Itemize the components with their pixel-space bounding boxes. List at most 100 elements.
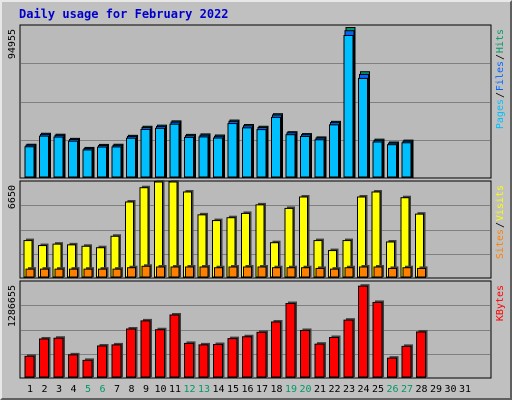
pages-bar xyxy=(271,116,281,178)
kbytes-bar xyxy=(155,329,165,378)
kbytes-bar xyxy=(314,343,325,378)
chart-title: Daily usage for February 2022 xyxy=(19,7,229,21)
day-label: 2 xyxy=(41,384,47,395)
y-max-label: 1286655 xyxy=(7,285,18,327)
y-max-label: 6650 xyxy=(7,185,18,209)
pages-bar xyxy=(198,136,209,178)
kbytes-bar xyxy=(387,357,397,378)
pages-bar xyxy=(256,129,267,178)
legend-kbytes: KBytes xyxy=(495,285,506,321)
day-label: 5 xyxy=(85,384,91,395)
day-label: 27 xyxy=(401,384,413,395)
day-label: 8 xyxy=(128,384,134,395)
visits-bar xyxy=(154,181,163,278)
pages-bar xyxy=(242,127,252,178)
sites-bar xyxy=(54,268,64,278)
day-label: 29 xyxy=(430,384,442,395)
pages-bar xyxy=(184,136,194,178)
pages-bar xyxy=(213,137,223,178)
visits-bar xyxy=(183,191,192,278)
pages-bar xyxy=(358,77,368,178)
sites-bar xyxy=(402,267,412,278)
pages-bar xyxy=(140,128,151,178)
day-label: 25 xyxy=(372,384,384,395)
kbytes-bar xyxy=(372,301,383,378)
day-label: 17 xyxy=(256,384,268,395)
kbytes-bar xyxy=(39,338,49,378)
pages-bar xyxy=(53,136,64,178)
pages-bar xyxy=(155,127,165,178)
day-label: 18 xyxy=(270,384,282,395)
day-label: 20 xyxy=(299,384,311,395)
kbytes-bar xyxy=(416,331,426,378)
day-label: 22 xyxy=(328,384,340,395)
sites-bar xyxy=(359,266,368,278)
visits-bar xyxy=(400,197,410,278)
sites-bar xyxy=(185,266,194,278)
legend-hits: Hits xyxy=(495,29,506,53)
sites-bar xyxy=(301,267,310,278)
sites-bar xyxy=(69,268,78,278)
day-label: 7 xyxy=(114,384,120,395)
sites-bar xyxy=(243,266,252,278)
kbytes-bar xyxy=(242,336,252,378)
sites-bar xyxy=(170,266,180,278)
sites-bar xyxy=(373,266,383,278)
sites-bar xyxy=(98,268,107,278)
pages-bar xyxy=(68,140,78,178)
kbytes-bar xyxy=(24,355,35,378)
sites-bar xyxy=(344,267,354,278)
kbytes-bar xyxy=(300,329,310,378)
pages-bar xyxy=(111,146,122,178)
legend-separator: / xyxy=(495,92,506,98)
kbytes-bar xyxy=(184,342,194,378)
pages-bar xyxy=(285,134,296,178)
pages-bar xyxy=(300,135,310,178)
day-label: 4 xyxy=(70,384,76,395)
pages-bar xyxy=(126,137,136,178)
day-label: 3 xyxy=(56,384,62,395)
legend-sites: Sites xyxy=(495,229,506,259)
sites-bar xyxy=(228,266,238,278)
sites-bar xyxy=(388,267,397,278)
kbytes-bar xyxy=(285,303,296,378)
sites-bar xyxy=(199,266,209,278)
kbytes-bar xyxy=(256,331,267,378)
sites-bar xyxy=(417,267,426,278)
pages-bar xyxy=(97,146,107,178)
legend-pages: Pages xyxy=(495,99,506,129)
pages-bar xyxy=(24,146,35,178)
kbytes-bar xyxy=(140,320,151,378)
kbytes-bar xyxy=(126,328,136,378)
legend-files: Files xyxy=(495,61,506,91)
visits-bar xyxy=(299,196,308,278)
visits-bar xyxy=(139,187,149,278)
day-label: 19 xyxy=(285,384,297,395)
kbytes-bar xyxy=(169,314,180,378)
visits-bar xyxy=(371,191,381,278)
kbytes-bar xyxy=(213,344,223,378)
legend-separator: / xyxy=(495,54,506,60)
sites-bar xyxy=(286,267,296,278)
sites-bar xyxy=(141,265,151,278)
pages-bar xyxy=(329,124,339,178)
kbytes-bar xyxy=(358,285,368,378)
kbytes-bar xyxy=(111,344,122,378)
sites-bar xyxy=(330,268,339,278)
sites-bar xyxy=(112,268,122,278)
day-label: 23 xyxy=(343,384,355,395)
sites-bar xyxy=(83,268,93,278)
sites-bar xyxy=(272,267,281,278)
sites-bar xyxy=(25,268,35,278)
day-label: 6 xyxy=(99,384,105,395)
day-label: 24 xyxy=(357,384,369,395)
day-label: 30 xyxy=(444,384,456,395)
kbytes-bar xyxy=(227,338,238,378)
day-label: 14 xyxy=(212,384,224,395)
day-label: 15 xyxy=(227,384,239,395)
pages-bar xyxy=(39,135,49,178)
day-label: 10 xyxy=(154,384,166,395)
day-label: 9 xyxy=(143,384,149,395)
kbytes-bar xyxy=(82,359,93,378)
